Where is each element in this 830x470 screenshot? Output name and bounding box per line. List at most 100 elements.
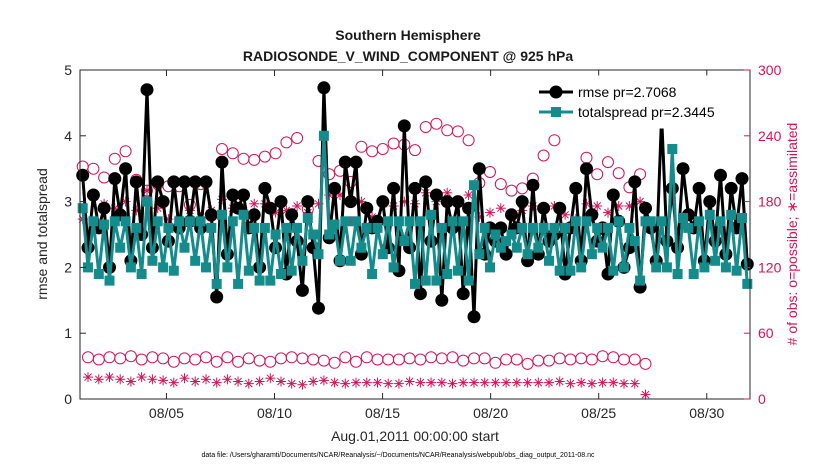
rmse-point — [328, 181, 342, 195]
rmse-point — [580, 162, 593, 176]
assimilated-obs-marker — [592, 201, 603, 211]
totalspread-point — [586, 249, 597, 260]
legend-rmse-label: rmse pr=2.7068 — [578, 84, 677, 100]
possible-obs-marker — [108, 152, 121, 165]
assimilated-obs-marker — [93, 374, 104, 385]
x-tick-label: 08/15 — [365, 405, 400, 421]
totalspread-point — [672, 269, 683, 279]
assimilated-obs-marker — [351, 377, 361, 388]
rmse-point — [419, 175, 433, 189]
totalspread-point — [254, 275, 265, 286]
x-tick-label: 08/30 — [689, 405, 724, 421]
totalspread-point — [420, 275, 431, 286]
assimilated-obs-marker — [372, 377, 383, 388]
possible-obs-marker — [612, 167, 625, 180]
left-axis: 0 1 2 3 4 5 — [64, 62, 86, 407]
rmse-point — [639, 201, 652, 215]
assimilated-obs-marker — [442, 187, 453, 198]
totalspread-point — [651, 262, 662, 273]
totalspread-point — [565, 265, 576, 276]
totalspread-point — [168, 265, 179, 276]
assimilated-obs-marker — [265, 373, 276, 384]
rmse-point — [456, 287, 470, 301]
totalspread-point — [93, 269, 104, 279]
left-axis-label: rmse and totalspread — [34, 168, 50, 300]
rmse-point — [129, 175, 143, 189]
rmse-point — [397, 119, 411, 133]
totalspread-point — [485, 262, 495, 273]
possible-obs-marker — [510, 353, 523, 366]
possible-obs-marker — [585, 353, 598, 366]
rmse-point — [108, 172, 122, 186]
totalspread-point — [431, 275, 442, 286]
totalspread-point — [120, 216, 131, 227]
totalspread-point — [463, 275, 474, 286]
totalspread-point — [474, 249, 485, 260]
totalspread-point — [249, 222, 260, 233]
totalspread-point — [490, 229, 501, 240]
assimilated-obs-marker — [297, 379, 308, 390]
assimilated-obs-marker — [533, 377, 544, 388]
totalspread-point — [318, 130, 329, 141]
assimilated-obs-marker — [511, 377, 522, 388]
assimilated-obs-marker — [136, 372, 147, 383]
rmse-point — [285, 208, 299, 222]
totalspread-point — [329, 219, 340, 230]
totalspread-point — [426, 209, 437, 220]
rmse-point — [317, 81, 331, 95]
x-axis: 08/05 08/10 08/15 08/20 08/25 08/30 — [149, 70, 724, 421]
right-tick-label: 0 — [758, 391, 766, 407]
totalspread-point — [104, 275, 115, 286]
totalspread-point — [142, 196, 152, 207]
rmse-point — [86, 188, 100, 202]
assimilated-obs-marker — [619, 378, 629, 389]
chart-subtitle: RADIOSONDE_V_WIND_COMPONENT @ 925 hPa — [243, 48, 573, 64]
possible-obs-marker — [258, 150, 271, 163]
totalspread-point — [227, 216, 238, 227]
possible-obs-marker — [355, 140, 368, 153]
totalspread-point — [302, 213, 313, 223]
totalspread-point — [174, 216, 185, 227]
totalspread-point — [361, 222, 372, 233]
totalspread-point — [404, 216, 415, 227]
totalspread-point — [635, 275, 646, 286]
assimilated-obs-marker — [586, 378, 597, 389]
rmse-point — [537, 201, 551, 215]
assimilated-obs-marker — [179, 373, 190, 384]
totalspread-point — [297, 255, 308, 266]
totalspread-point — [613, 216, 624, 227]
right-axis: 0 60 120 180 240 300 — [744, 62, 782, 407]
totalspread-point — [506, 229, 517, 240]
totalspread-point — [211, 278, 222, 289]
totalspread-point — [265, 275, 276, 286]
assimilated-obs-marker — [233, 376, 244, 387]
totalspread-point — [726, 209, 737, 220]
rmse-point — [628, 175, 642, 189]
assimilated-obs-marker — [83, 372, 93, 383]
rmse-point — [526, 178, 540, 192]
totalspread-point — [720, 262, 731, 273]
assimilated-obs-marker — [404, 376, 415, 387]
totalspread-point — [367, 269, 378, 279]
rmse-point — [258, 181, 272, 195]
possible-obs-marker — [537, 149, 550, 162]
possible-obs-marker — [451, 125, 464, 138]
totalspread-point — [495, 242, 506, 253]
assimilated-obs-marker — [329, 377, 340, 388]
assimilated-obs-marker — [276, 376, 286, 387]
rmse-point — [505, 208, 518, 222]
rmse-point — [97, 201, 111, 215]
totalspread-point — [661, 262, 672, 273]
assimilated-obs-marker — [522, 377, 533, 388]
rmse-point — [703, 195, 717, 209]
totalspread-point — [270, 229, 281, 240]
rmse-point — [360, 201, 374, 215]
possible-obs-marker — [210, 355, 223, 368]
totalspread-point — [511, 242, 522, 253]
totalspread-point — [538, 222, 549, 233]
legend-spread-marker — [551, 107, 561, 117]
totalspread-point — [710, 255, 721, 266]
totalspread-point — [597, 242, 608, 253]
rmse-point — [178, 175, 191, 189]
